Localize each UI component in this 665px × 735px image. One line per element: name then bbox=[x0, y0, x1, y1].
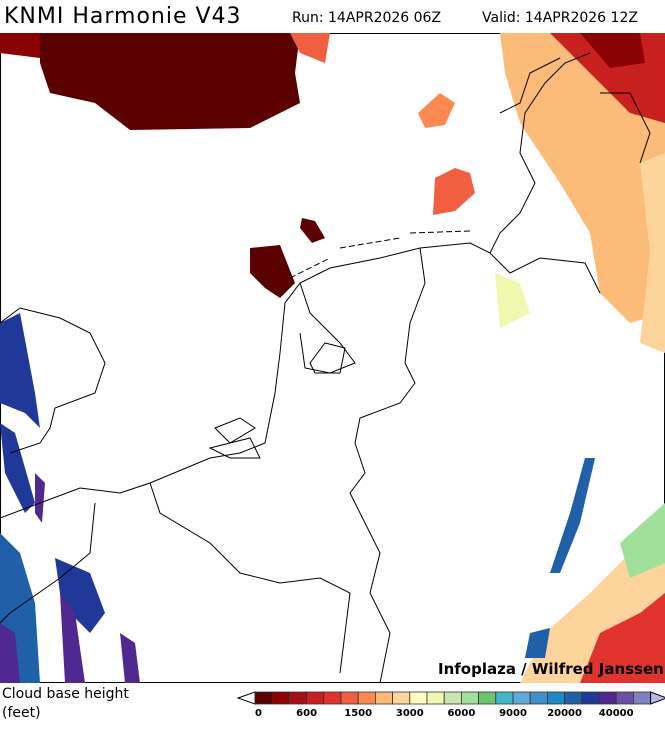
colorbar-box bbox=[306, 691, 325, 705]
colorbar-box bbox=[460, 691, 479, 705]
map-credit: Infoplaza / Wilfred Janssen bbox=[438, 660, 664, 678]
colorbar-tick-label: 6000 bbox=[447, 708, 475, 719]
colorbar-box bbox=[392, 691, 411, 705]
colorbar-box bbox=[409, 691, 428, 705]
cloud-area bbox=[40, 33, 300, 130]
colorbar-box bbox=[564, 691, 583, 705]
colorbar-over-arrow bbox=[650, 691, 665, 705]
coastlines bbox=[0, 52, 651, 683]
colorbar-box bbox=[254, 691, 273, 705]
cloud-area bbox=[620, 503, 665, 578]
colorbar-tick-label: 3000 bbox=[396, 708, 424, 719]
cloud-area bbox=[525, 628, 550, 658]
colorbar-box bbox=[323, 691, 342, 705]
cloud-area bbox=[550, 458, 595, 573]
colorbar-box bbox=[581, 691, 600, 705]
cloud-area bbox=[0, 33, 40, 58]
valid-time: Valid: 14APR2026 12Z bbox=[482, 10, 638, 26]
run-time: Run: 14APR2026 06Z bbox=[292, 10, 442, 26]
colorbar-box bbox=[512, 691, 531, 705]
cloud-area bbox=[640, 153, 665, 353]
cloud-area bbox=[55, 558, 105, 633]
colorbar-tick-label: 9000 bbox=[499, 708, 527, 719]
colorbar-box bbox=[271, 691, 290, 705]
colorbar-box bbox=[495, 691, 514, 705]
cloud-area bbox=[250, 245, 295, 298]
weather-map bbox=[0, 33, 665, 683]
colorbar-tick-label: 40000 bbox=[599, 708, 634, 719]
colorbar-box bbox=[289, 691, 308, 705]
cloud-area bbox=[60, 593, 85, 683]
colorbar-box bbox=[632, 691, 651, 705]
cloud-area bbox=[290, 33, 330, 63]
cloud-area bbox=[0, 423, 35, 513]
colorbar-box bbox=[340, 691, 359, 705]
colorbar-box bbox=[546, 691, 565, 705]
colorbar-box bbox=[598, 691, 617, 705]
colorbar-box bbox=[478, 691, 497, 705]
chart-title: KNMI Harmonie V43 bbox=[4, 4, 242, 29]
cloud-area bbox=[580, 593, 665, 683]
colorbar-tick-label: 0 bbox=[255, 708, 262, 719]
cloud-area bbox=[300, 218, 325, 243]
legend-unit: (feet) bbox=[2, 705, 41, 721]
colorbar-tick-label: 600 bbox=[296, 708, 317, 719]
cloud-area bbox=[495, 273, 530, 328]
colorbar-box bbox=[374, 691, 393, 705]
colorbar-box bbox=[615, 691, 634, 705]
colorbar-box bbox=[357, 691, 376, 705]
colorbar: 0 600 1500 3000 6000 9000 20000 40000 bbox=[236, 691, 665, 719]
colorbar-tick-label: 1500 bbox=[344, 708, 372, 719]
colorbar-box bbox=[426, 691, 445, 705]
cloud-area bbox=[433, 168, 475, 215]
cloud-area bbox=[418, 93, 455, 128]
colorbar-box bbox=[443, 691, 462, 705]
cloud-area bbox=[0, 313, 40, 428]
colorbar-box bbox=[529, 691, 548, 705]
cloud-area bbox=[35, 473, 45, 523]
cloud-area bbox=[120, 633, 140, 683]
legend-label: Cloud base height bbox=[2, 686, 129, 702]
colorbar-tick-label: 20000 bbox=[547, 708, 582, 719]
colorbar-under-arrow bbox=[236, 691, 256, 705]
cloud-area bbox=[580, 33, 645, 68]
cloud-area bbox=[0, 623, 20, 683]
